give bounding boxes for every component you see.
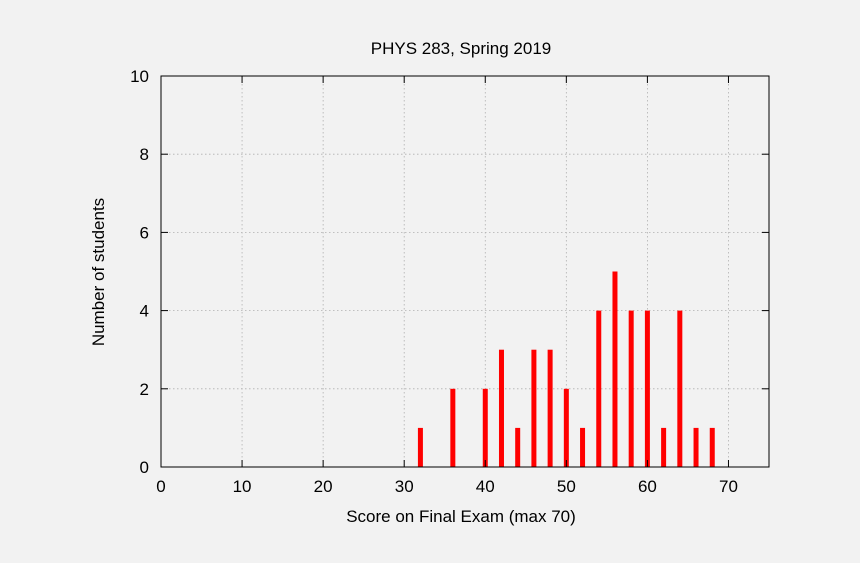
histogram-bar [547, 349, 553, 467]
histogram-bar [450, 388, 456, 467]
y-tick-label: 10 [130, 67, 149, 86]
tick-labels: 0 10 20 30 40 50 60 70 0 2 4 6 8 10 [130, 67, 738, 496]
histogram-bar [531, 349, 537, 467]
plot-frame [160, 75, 770, 468]
x-tick-label: 30 [395, 477, 414, 496]
x-tick-label: 40 [476, 477, 495, 496]
histogram-bar [482, 388, 488, 467]
histogram-bar [417, 427, 423, 467]
tick-marks [160, 75, 769, 468]
histogram-bar [580, 427, 586, 467]
histogram-bar [515, 427, 521, 467]
y-tick-label: 8 [140, 145, 149, 164]
histogram-bar [563, 388, 569, 467]
x-tick-label: 20 [314, 477, 333, 496]
x-tick-label: 10 [233, 477, 252, 496]
y-tick-label: 2 [140, 380, 149, 399]
histogram-bar [644, 310, 650, 467]
x-axis-label: Score on Final Exam (max 70) [346, 507, 576, 526]
histogram-bar [693, 427, 699, 467]
y-tick-label: 0 [140, 458, 149, 477]
histogram-bar [596, 310, 602, 467]
bars [417, 271, 715, 467]
y-tick-label: 6 [140, 223, 149, 242]
histogram-bar [612, 271, 618, 467]
x-tick-label: 50 [557, 477, 576, 496]
x-tick-label: 60 [638, 477, 657, 496]
grid-lines [161, 76, 769, 467]
x-tick-label: 0 [156, 477, 165, 496]
y-tick-label: 4 [140, 302, 149, 321]
histogram-bar [498, 349, 504, 467]
histogram-bar [661, 427, 667, 467]
histogram-bar [677, 310, 683, 467]
x-tick-label: 70 [719, 477, 738, 496]
chart-title: PHYS 283, Spring 2019 [371, 39, 552, 58]
histogram-bar [628, 310, 634, 467]
y-axis-label: Number of students [89, 198, 108, 346]
histogram-bar [709, 427, 715, 467]
